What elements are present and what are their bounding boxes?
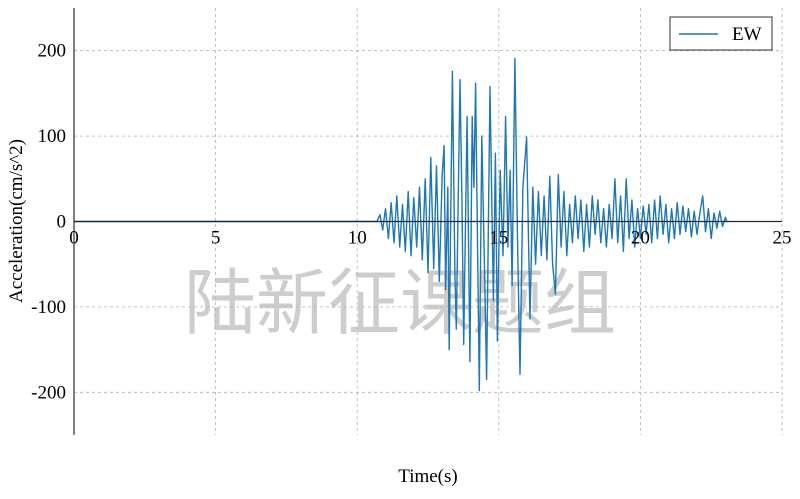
y-tick-label: -200 (31, 382, 66, 403)
legend: EW (669, 16, 773, 51)
series-layer (74, 57, 728, 392)
x-tick-label: 15 (489, 228, 508, 249)
y-tick-label: -100 (31, 297, 66, 318)
y-tick-label: 100 (38, 126, 67, 147)
legend-box (669, 16, 773, 51)
x-tick-label: 0 (69, 228, 79, 249)
y-tick-label: 200 (38, 41, 67, 62)
axes (73, 8, 782, 435)
legend-label-ew: EW (732, 24, 762, 45)
x-tick-label: 10 (348, 228, 367, 249)
y-axis-label: Acceleration(cm/s^2) (6, 139, 27, 303)
x-tick-label: 5 (211, 228, 221, 249)
series-line-ew (74, 57, 728, 392)
x-tick-label: 25 (773, 228, 792, 249)
x-axis-label: Time(s) (398, 466, 457, 487)
y-tick-label: 0 (57, 212, 67, 233)
x-tick-label: 20 (631, 228, 650, 249)
tick-labels: 0 5 10 15 20 25 200 100 0 -100 -200 (31, 41, 791, 404)
watermark: 陆新征课题组 (184, 264, 616, 344)
grid (74, 8, 783, 435)
